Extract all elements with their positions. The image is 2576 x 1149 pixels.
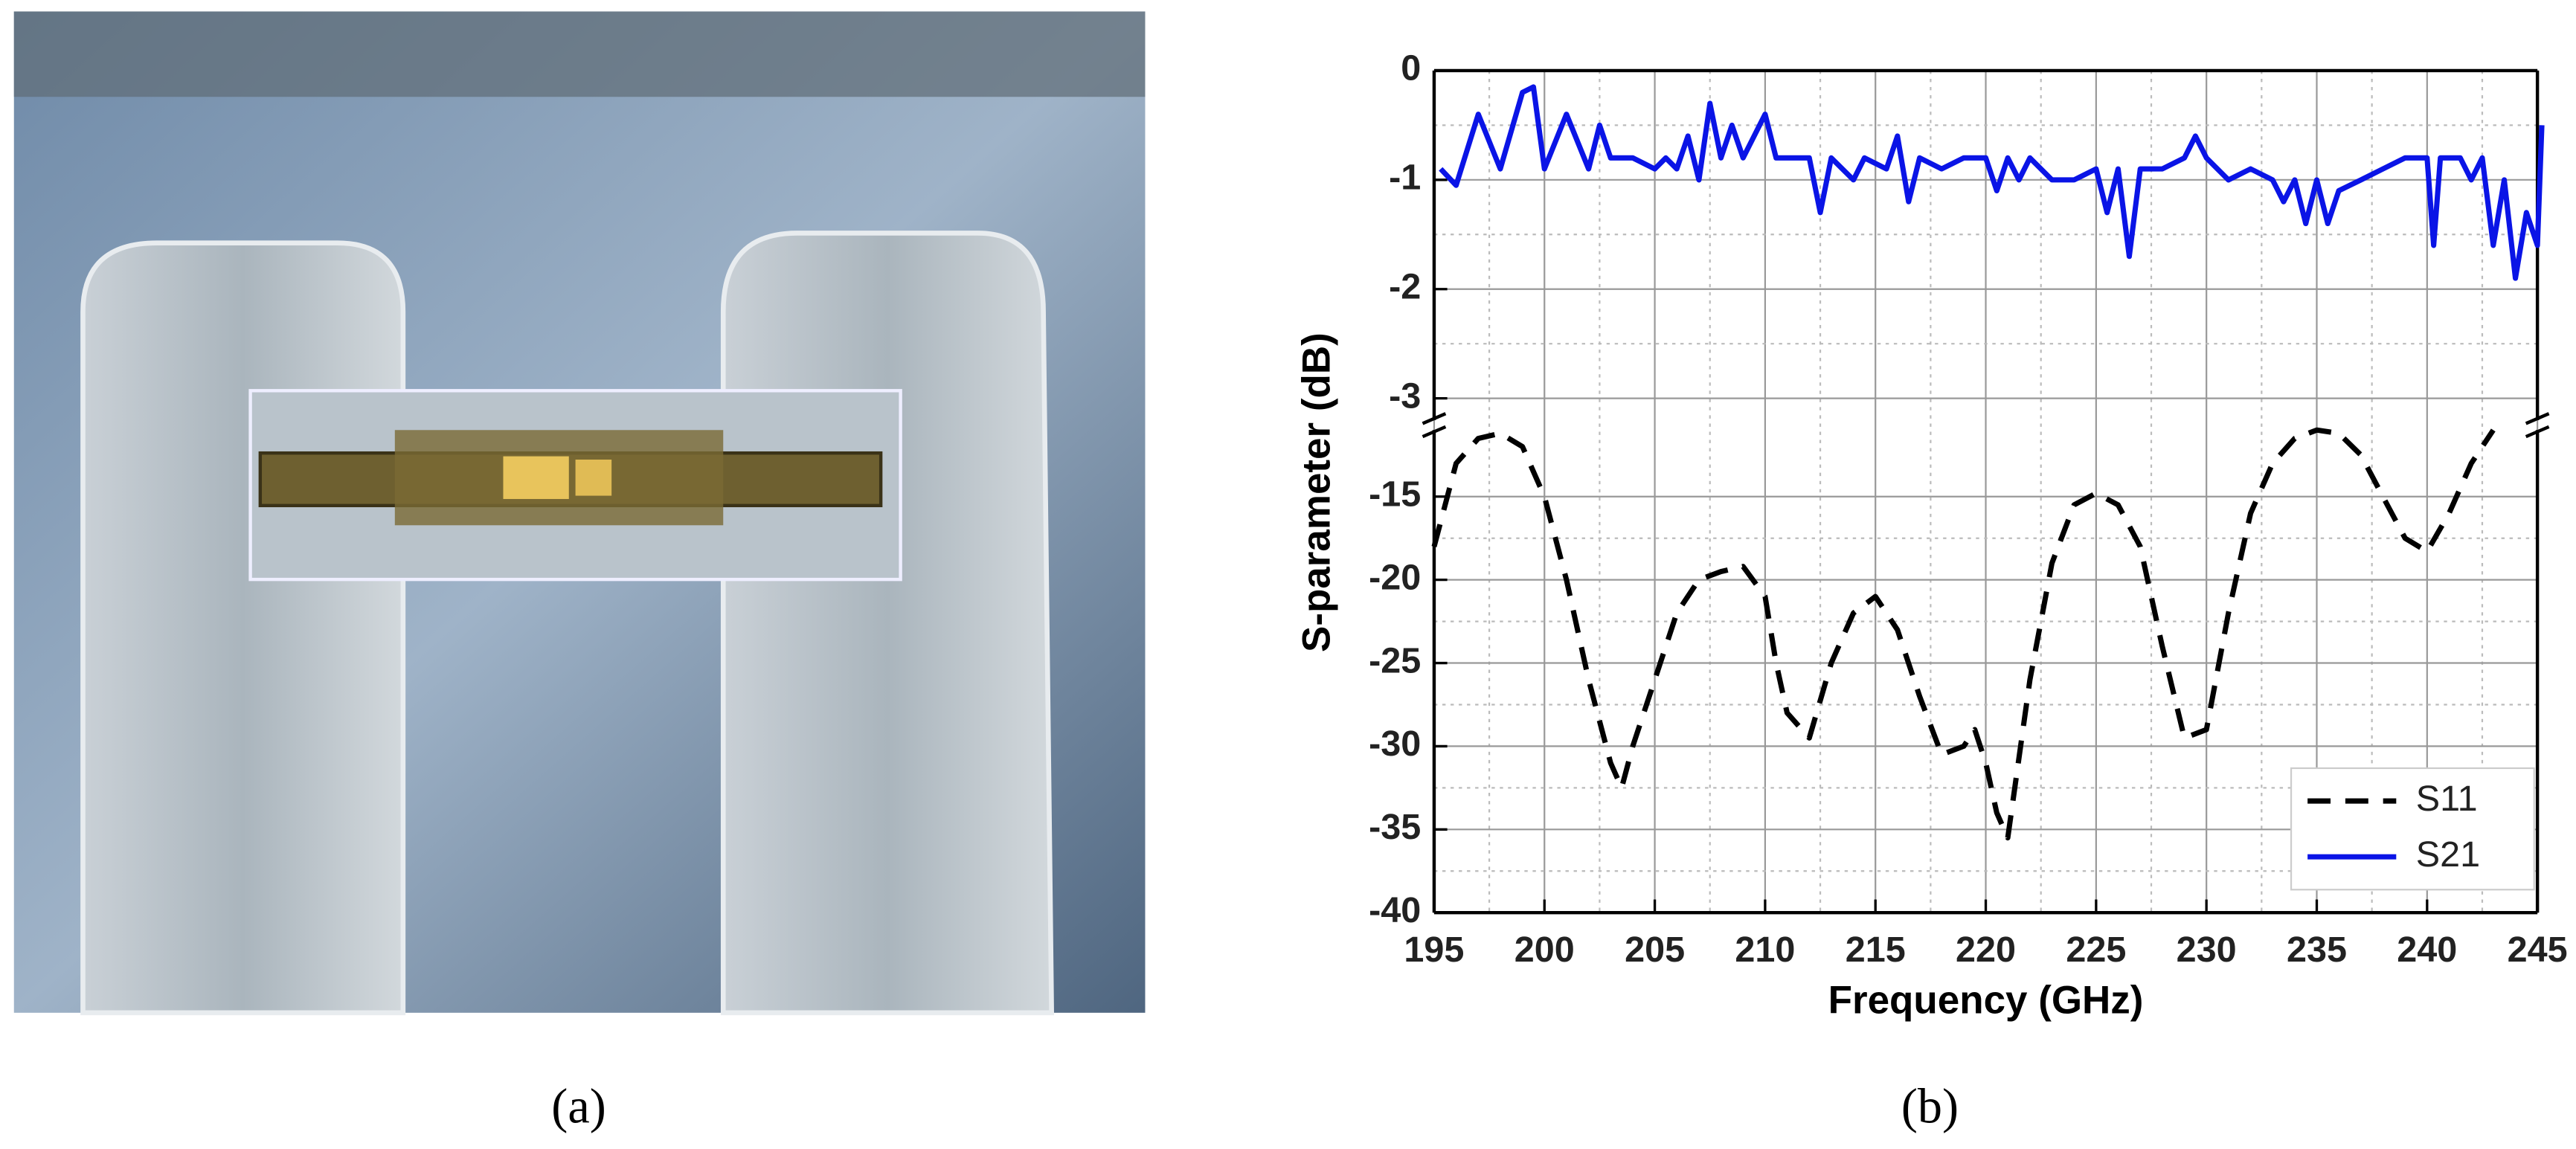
series-line: [1431, 427, 2496, 841]
x-tick-label: 225: [2066, 930, 2126, 970]
axis-frame: [2525, 425, 2550, 439]
y-tick-label: -3: [1389, 376, 1421, 416]
x-tick-label: 245: [2508, 930, 2568, 970]
x-tick-label: 195: [1404, 930, 1464, 970]
x-tick-label: 210: [1735, 930, 1795, 970]
x-tick-label: 205: [1625, 930, 1685, 970]
legend-label: S21: [2416, 834, 2480, 875]
x-tick-label: 235: [2287, 930, 2347, 970]
x-tick-label: 215: [1846, 930, 1906, 970]
y-tick-label: -35: [1369, 807, 1421, 847]
axis-frame: [2525, 412, 2550, 425]
photo: [13, 11, 1146, 1016]
y-tick-label: -2: [1389, 267, 1421, 307]
y-tick-label: -20: [1369, 557, 1421, 597]
y-tick-label: 0: [1401, 48, 1421, 88]
caption: (b): [1901, 1079, 1959, 1133]
legend-label: S11: [2416, 779, 2478, 819]
y-axis-label: S-parameter (dB): [1294, 332, 1338, 652]
x-tick-label: 230: [2177, 930, 2237, 970]
y-tick-label: -30: [1369, 724, 1421, 764]
legend-box: [2290, 767, 2535, 891]
y-tick-label: -40: [1369, 890, 1421, 930]
y-tick-label: -25: [1369, 640, 1421, 680]
caption: (a): [551, 1079, 606, 1133]
x-tick-label: 240: [2397, 930, 2457, 970]
x-axis-label: Frequency (GHz): [1828, 979, 2144, 1023]
series-line: [1439, 84, 2545, 281]
x-tick-label: 220: [1956, 930, 2016, 970]
axis-frame: [1422, 425, 1447, 439]
axis-frame: [1422, 412, 1447, 425]
y-tick-label: -15: [1369, 474, 1421, 515]
x-tick-label: 200: [1515, 930, 1575, 970]
y-tick-label: -1: [1389, 158, 1421, 198]
